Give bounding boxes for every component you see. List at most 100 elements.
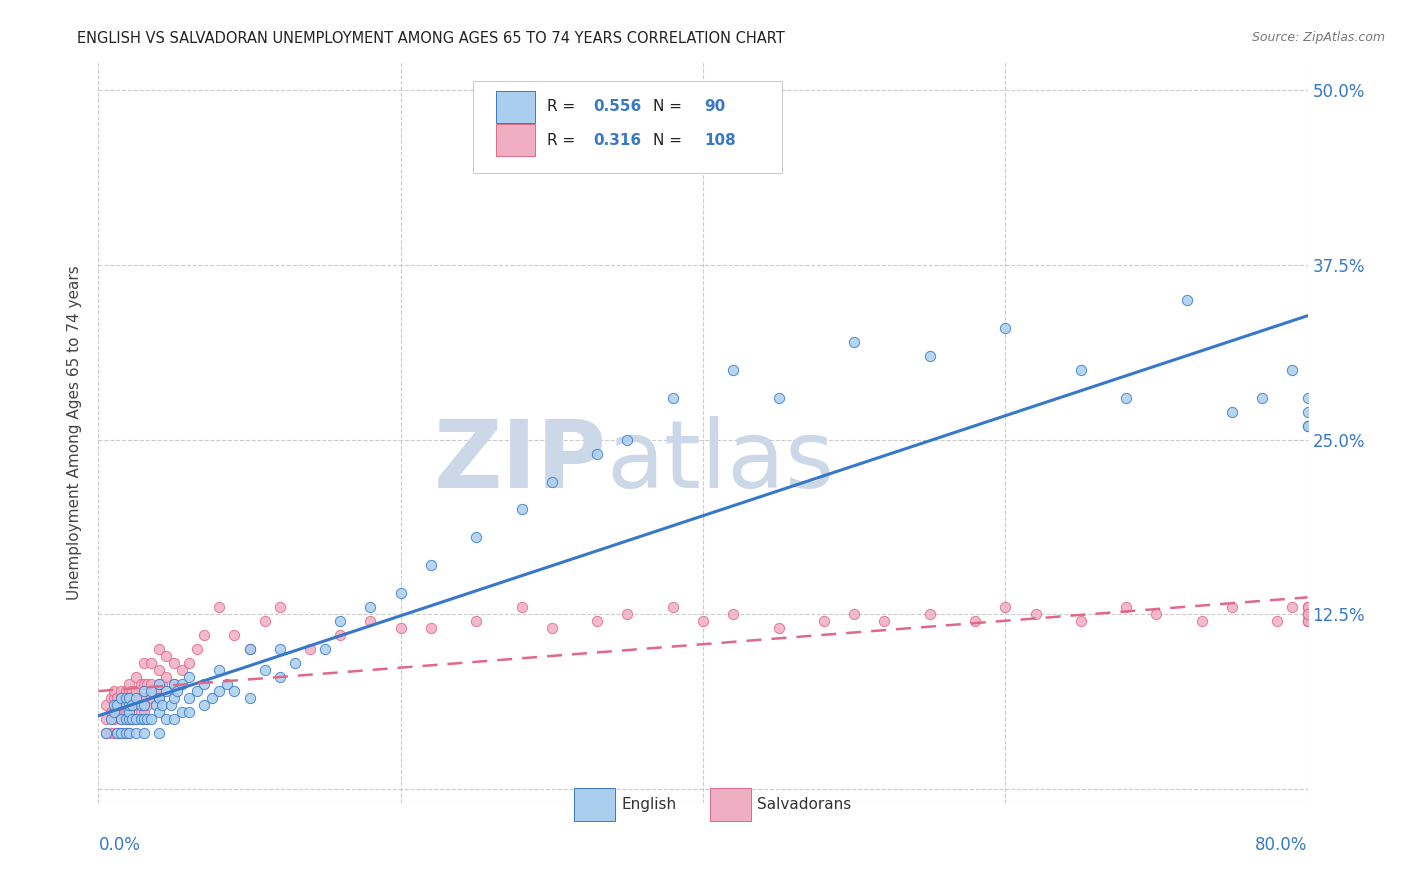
Point bbox=[163, 691, 186, 706]
Point bbox=[215, 677, 238, 691]
Point bbox=[179, 691, 201, 706]
Point bbox=[132, 656, 155, 670]
Point bbox=[723, 363, 745, 377]
Point bbox=[155, 649, 177, 664]
Point bbox=[329, 628, 352, 642]
Point bbox=[114, 726, 136, 740]
Point bbox=[813, 614, 835, 628]
Point bbox=[110, 712, 132, 726]
Point bbox=[100, 691, 122, 706]
Point bbox=[135, 698, 157, 712]
Point bbox=[193, 628, 215, 642]
Point bbox=[193, 698, 215, 712]
Point bbox=[186, 684, 208, 698]
Point bbox=[420, 558, 443, 573]
Point bbox=[110, 726, 132, 740]
Point bbox=[510, 502, 533, 516]
Text: 0.316: 0.316 bbox=[593, 133, 641, 148]
Point bbox=[208, 600, 231, 615]
Point bbox=[121, 684, 143, 698]
FancyBboxPatch shape bbox=[710, 788, 751, 821]
Point bbox=[1296, 614, 1319, 628]
Point bbox=[132, 684, 155, 698]
Point bbox=[208, 684, 231, 698]
Y-axis label: Unemployment Among Ages 65 to 74 years: Unemployment Among Ages 65 to 74 years bbox=[67, 265, 83, 600]
Point bbox=[1251, 391, 1274, 405]
Point bbox=[163, 677, 186, 691]
Point bbox=[186, 642, 208, 657]
Text: 90: 90 bbox=[704, 99, 725, 114]
Point bbox=[94, 698, 117, 712]
Point bbox=[965, 614, 987, 628]
Point bbox=[389, 621, 412, 635]
Point bbox=[389, 586, 412, 600]
Point bbox=[114, 691, 136, 706]
Point bbox=[994, 600, 1017, 615]
Point bbox=[121, 712, 143, 726]
Point bbox=[918, 607, 941, 622]
Point bbox=[121, 698, 143, 712]
Point bbox=[148, 726, 170, 740]
Text: 108: 108 bbox=[704, 133, 735, 148]
Point bbox=[148, 663, 170, 677]
Point bbox=[148, 691, 170, 706]
Point bbox=[103, 705, 125, 719]
Point bbox=[269, 670, 291, 684]
FancyBboxPatch shape bbox=[474, 81, 782, 173]
Point bbox=[1281, 600, 1303, 615]
Point bbox=[114, 698, 136, 712]
Point bbox=[1296, 614, 1319, 628]
Point bbox=[94, 726, 117, 740]
Point bbox=[129, 712, 152, 726]
Text: 0.556: 0.556 bbox=[593, 99, 641, 114]
Point bbox=[1175, 293, 1198, 307]
Point bbox=[118, 684, 141, 698]
Point bbox=[163, 677, 186, 691]
Point bbox=[110, 691, 132, 706]
Point bbox=[94, 712, 117, 726]
Point bbox=[118, 705, 141, 719]
Point bbox=[110, 712, 132, 726]
Point bbox=[1296, 607, 1319, 622]
Point bbox=[329, 614, 352, 628]
Point bbox=[540, 621, 562, 635]
Point bbox=[114, 705, 136, 719]
Point bbox=[100, 705, 122, 719]
Text: N =: N = bbox=[654, 133, 688, 148]
Point bbox=[360, 614, 382, 628]
Point bbox=[314, 642, 336, 657]
Point bbox=[1296, 607, 1319, 622]
FancyBboxPatch shape bbox=[496, 91, 534, 123]
Point bbox=[100, 726, 122, 740]
Point bbox=[1296, 418, 1319, 433]
Point bbox=[179, 656, 201, 670]
Point bbox=[94, 726, 117, 740]
Point bbox=[1296, 600, 1319, 615]
Point bbox=[103, 698, 125, 712]
Point bbox=[129, 691, 152, 706]
Point bbox=[132, 726, 155, 740]
Point bbox=[239, 642, 262, 657]
Point bbox=[110, 691, 132, 706]
Point bbox=[150, 698, 173, 712]
Point bbox=[1070, 363, 1092, 377]
Point bbox=[1070, 614, 1092, 628]
Point bbox=[768, 621, 790, 635]
Point bbox=[132, 677, 155, 691]
Point bbox=[170, 677, 193, 691]
Point bbox=[1296, 607, 1319, 622]
Point bbox=[148, 691, 170, 706]
Point bbox=[163, 712, 186, 726]
Point bbox=[150, 677, 173, 691]
Point bbox=[1267, 614, 1289, 628]
Point bbox=[125, 726, 148, 740]
Point bbox=[616, 433, 638, 447]
Point bbox=[1296, 600, 1319, 615]
Point bbox=[110, 684, 132, 698]
Point bbox=[170, 705, 193, 719]
Point bbox=[114, 712, 136, 726]
Point bbox=[125, 698, 148, 712]
Point bbox=[465, 530, 488, 544]
Point bbox=[586, 446, 609, 460]
Point bbox=[844, 334, 866, 349]
